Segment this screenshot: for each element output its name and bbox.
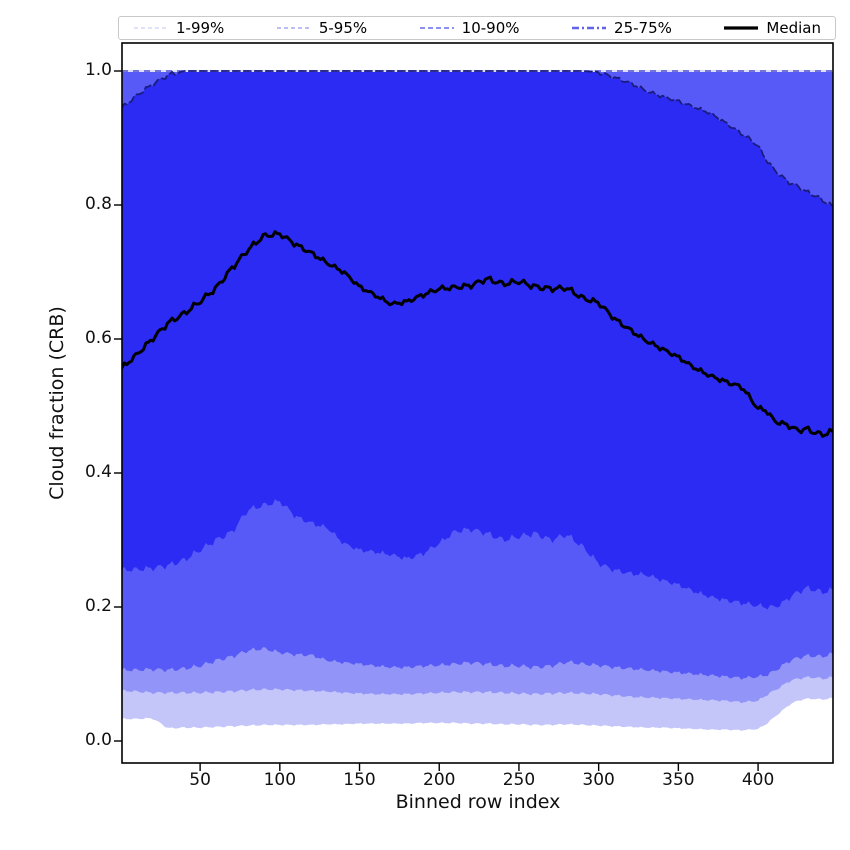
band-fills bbox=[122, 70, 833, 731]
x-tick-label: 150 bbox=[343, 770, 376, 790]
legend-item-5-95%: 5-95% bbox=[276, 18, 368, 37]
x-tick-label: 100 bbox=[263, 770, 297, 790]
p75-line bbox=[122, 70, 833, 208]
legend-label: 1-99% bbox=[176, 18, 225, 37]
legend-item-10-90%: 10-90% bbox=[419, 18, 520, 37]
legend-item-25-75%: 25-75% bbox=[571, 18, 672, 37]
legend-label: 10-90% bbox=[461, 18, 520, 37]
x-axis-label: Binned row index bbox=[395, 791, 561, 813]
y-tick-label: 0.0 bbox=[84, 730, 112, 750]
legend-item-median: Median bbox=[723, 18, 821, 37]
x-tick-label: 200 bbox=[423, 770, 456, 790]
x-tick-label: 400 bbox=[741, 770, 775, 790]
legend-label: 25-75% bbox=[614, 18, 672, 37]
median-line bbox=[122, 230, 833, 438]
y-tick-label: 0.6 bbox=[84, 328, 112, 348]
x-tick-label: 350 bbox=[662, 770, 695, 790]
legend-line-sample bbox=[572, 26, 607, 30]
legend: 1-99% 5-95% 10-90% 25-75% Median bbox=[118, 16, 836, 40]
x-tick-label: 50 bbox=[189, 770, 211, 790]
y-tick-label: 0.4 bbox=[84, 462, 112, 482]
legend-line-sample bbox=[134, 27, 168, 29]
y-tick-label: 1.0 bbox=[84, 60, 112, 80]
legend-line-sample bbox=[276, 27, 311, 29]
y-tick-label: 0.2 bbox=[84, 596, 112, 616]
band-25-75% bbox=[122, 71, 833, 610]
legend-item-1-99%: 1-99% bbox=[133, 18, 225, 37]
legend-label: 5-95% bbox=[318, 18, 368, 37]
x-tick-label: 250 bbox=[502, 770, 536, 790]
legend-line-sample bbox=[724, 26, 759, 30]
y-tick-label: 0.8 bbox=[84, 194, 112, 214]
axes-frame bbox=[121, 42, 834, 764]
x-tick-label: 300 bbox=[582, 770, 615, 790]
legend-label: Median bbox=[766, 18, 821, 37]
legend-line-sample bbox=[419, 27, 454, 29]
